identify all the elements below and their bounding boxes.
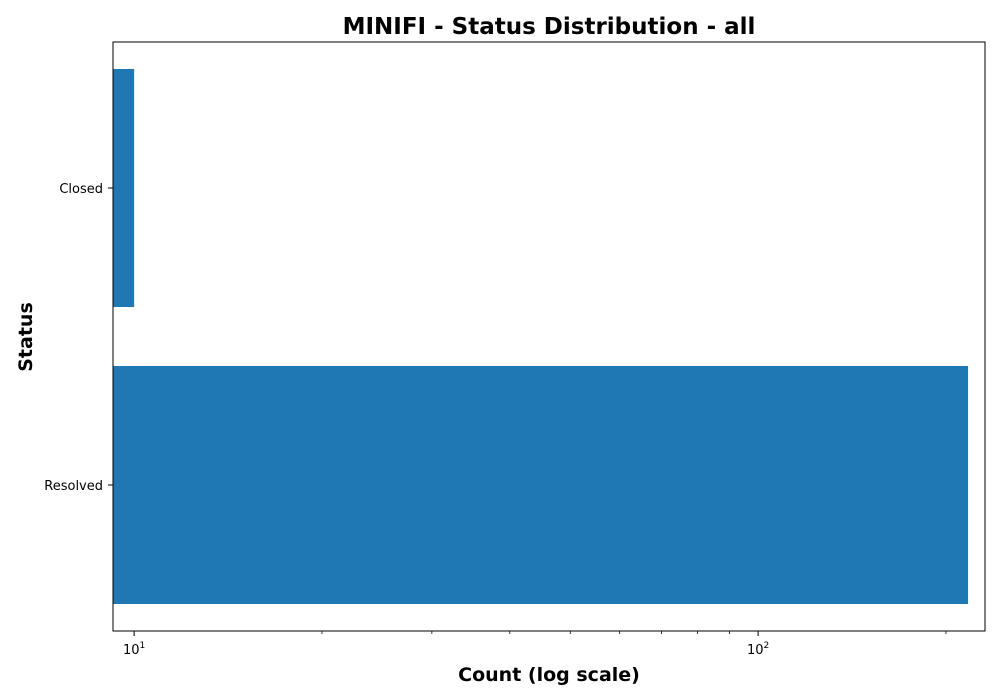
x-tick-label: 102 [747, 641, 769, 658]
chart-title: MINIFI - Status Distribution - all [343, 14, 756, 40]
y-tick-label-resolved: Resolved [44, 479, 103, 494]
x-axis: 101 102 [123, 631, 947, 658]
bar-resolved [113, 366, 969, 604]
y-axis-label: Status [15, 302, 37, 372]
y-axis: Closed Resolved [44, 182, 113, 494]
x-tick-label: 101 [123, 641, 145, 658]
x-axis-label: Count (log scale) [458, 664, 640, 686]
y-tick-label-closed: Closed [59, 182, 103, 197]
bar-closed [113, 69, 135, 307]
plot-area-frame [112, 41, 986, 632]
bars-layer [113, 69, 969, 604]
